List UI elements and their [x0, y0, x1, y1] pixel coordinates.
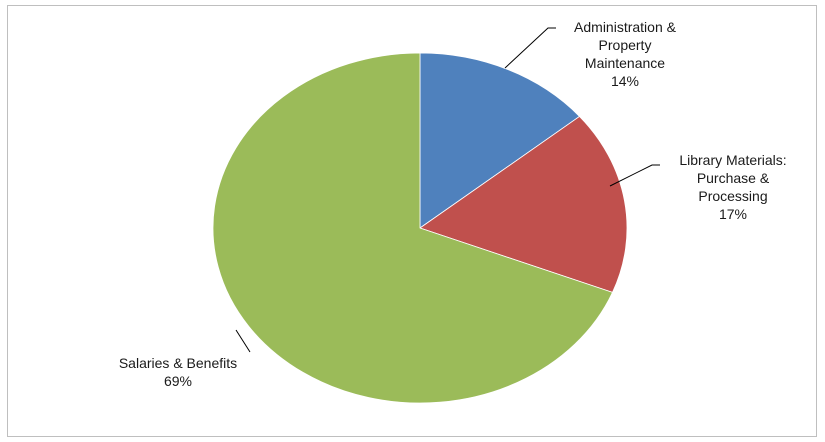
- slice-category-label: Purchase &: [697, 170, 770, 186]
- slice-label-1: Administration & Property Maintenance 14%: [574, 19, 677, 89]
- leader-line-1: [504, 27, 556, 69]
- slice-percent-label: 14%: [611, 73, 639, 89]
- slice-category-label: Property: [599, 37, 652, 53]
- slice-labels: Administration & Property Maintenance 14% Li…: [119, 19, 787, 389]
- slice-percent-label: 69%: [164, 373, 192, 389]
- slice-percent-label: 17%: [719, 206, 747, 222]
- slice-label-3: Salaries & Benefits 69%: [119, 355, 237, 389]
- slice-category-label: Library Materials:: [679, 152, 786, 168]
- pie-slice-1: [419, 52, 581, 229]
- pie-slice-3: [212, 52, 614, 404]
- leader-line-3: [235, 329, 251, 353]
- slice-label-2: Library Materials: Purchase & Processing 17…: [679, 152, 786, 222]
- pie-slices: [212, 52, 628, 404]
- leader-line-2: [609, 164, 660, 187]
- slice-category-label: Maintenance: [585, 55, 665, 71]
- pie-slice-2: [419, 115, 628, 293]
- slice-category-label: Processing: [698, 188, 767, 204]
- slice-category-label: Salaries & Benefits: [119, 355, 237, 371]
- slice-category-label: Administration &: [574, 19, 677, 35]
- leader-lines: [235, 27, 660, 353]
